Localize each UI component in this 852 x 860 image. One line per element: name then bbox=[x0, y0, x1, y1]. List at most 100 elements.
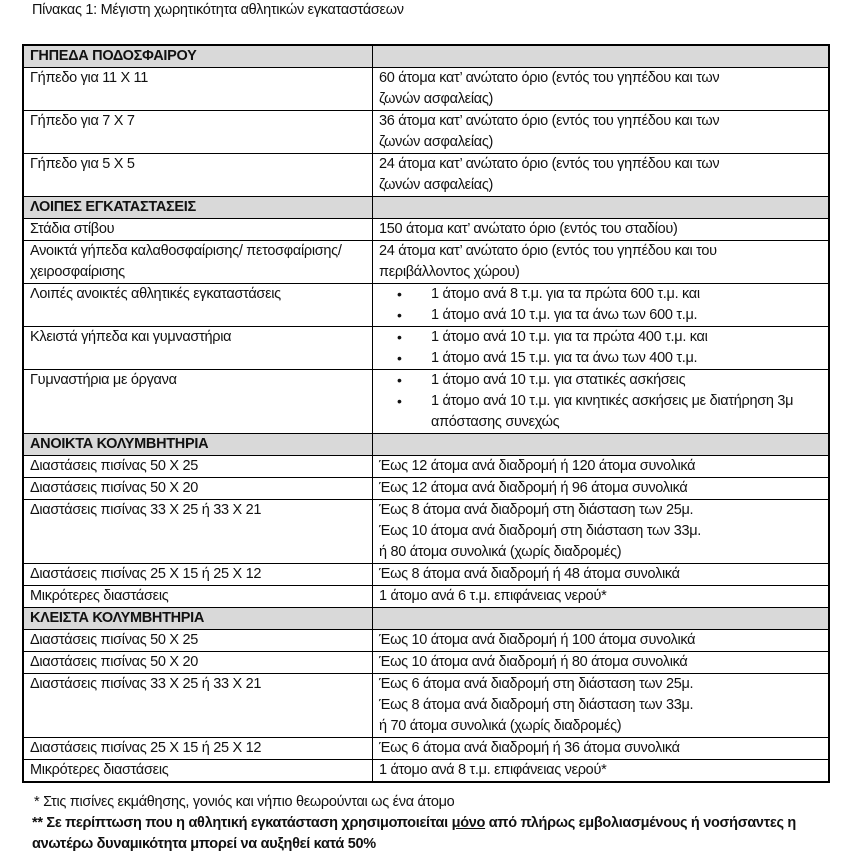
footnote-2-text-end: από πλήρως εμβολιασμένους ή νοσήσαντες η… bbox=[32, 815, 796, 852]
table-row: Διαστάσεις πισίνας 50 Χ 20 Έως 12 άτομα α… bbox=[22, 477, 830, 500]
capacity-cell: 1 άτομο ανά 8 τ.μ. επιφάνειας νερού* bbox=[372, 759, 830, 783]
capacity-cell: 1 άτομο ανά 6 τ.μ. επιφάνειας νερού* bbox=[372, 585, 830, 608]
table-row: Γήπεδο για 7 Χ 7 36 άτομα κατ’ ανώτατο όρ… bbox=[22, 110, 830, 154]
section-empty-cell bbox=[372, 44, 830, 68]
capacity-cell: 24 άτομα κατ’ ανώτατο όριο (εντός του γη… bbox=[372, 153, 830, 197]
capacity-cell: 150 άτομα κατ’ ανώτατο όριο (εντός του σ… bbox=[372, 218, 830, 241]
capacity-bullet-list: 1 άτομο ανά 10 τ.μ. για στατικές ασκήσει… bbox=[379, 370, 828, 433]
facility-cell: Στάδια στίβου bbox=[22, 218, 373, 241]
facility-cell: Διαστάσεις πισίνας 33 Χ 25 ή 33 Χ 21 bbox=[22, 499, 373, 564]
capacity-line: Έως 8 άτομα ανά διαδρομή στη διάσταση τω… bbox=[379, 502, 694, 518]
table-caption: Πίνακας 1: Μέγιστη χωρητικότητα αθλητικώ… bbox=[32, 2, 404, 18]
capacity-bullet: 1 άτομο ανά 10 τ.μ. για κινητικές ασκήσε… bbox=[397, 391, 828, 433]
capacity-cell: 60 άτομα κατ’ ανώτατο όριο (εντός του γη… bbox=[372, 67, 830, 111]
section-title: ΓΗΠΕΔΑ ΠΟΔΟΣΦΑΙΡΟΥ bbox=[22, 44, 373, 68]
capacity-cell: 1 άτομο ανά 10 τ.μ. για τα πρώτα 400 τ.μ… bbox=[372, 326, 830, 370]
facility-cell: Γήπεδο για 7 Χ 7 bbox=[22, 110, 373, 154]
capacity-cell: Έως 6 άτομα ανά διαδρομή στη διάσταση τω… bbox=[372, 673, 830, 738]
facility-cell: Μικρότερες διαστάσεις bbox=[22, 759, 373, 783]
table-row: Μικρότερες διαστάσεις 1 άτομο ανά 6 τ.μ. … bbox=[22, 585, 830, 608]
footnote-2-text: ** Σε περίπτωση που η αθλητική εγκατάστα… bbox=[32, 815, 452, 831]
capacity-line: Έως 12 άτομα ανά διαδρομή ή 96 άτομα συν… bbox=[379, 480, 688, 496]
footnote-2: ** Σε περίπτωση που η αθλητική εγκατάστα… bbox=[32, 813, 849, 855]
section-header-row: ΑΝΟΙΚΤΑ ΚΟΛΥΜΒΗΤΗΡΙΑ bbox=[22, 433, 830, 456]
facility-cell: Διαστάσεις πισίνας 33 Χ 25 ή 33 Χ 21 bbox=[22, 673, 373, 738]
capacity-line: Έως 10 άτομα ανά διαδρομή ή 100 άτομα συ… bbox=[379, 632, 696, 648]
capacity-cell: Έως 10 άτομα ανά διαδρομή ή 80 άτομα συν… bbox=[372, 651, 830, 674]
capacity-bullet: 1 άτομο ανά 10 τ.μ. για στατικές ασκήσει… bbox=[397, 370, 828, 391]
capacity-line: Έως 6 άτομα ανά διαδρομή ή 36 άτομα συνο… bbox=[379, 740, 680, 756]
table-row: Διαστάσεις πισίνας 50 Χ 25 Έως 10 άτομα α… bbox=[22, 629, 830, 652]
capacity-line: ζωνών ασφαλείας) bbox=[379, 91, 494, 107]
capacity-line: 1 άτομο ανά 8 τ.μ. επιφάνειας νερού* bbox=[379, 762, 607, 778]
capacity-cell: 1 άτομο ανά 10 τ.μ. για στατικές ασκήσει… bbox=[372, 369, 830, 434]
table-row: Στάδια στίβου 150 άτομα κατ’ ανώτατο όριο… bbox=[22, 218, 830, 241]
table-row: Διαστάσεις πισίνας 50 Χ 20 Έως 10 άτομα α… bbox=[22, 651, 830, 674]
table-row: Διαστάσεις πισίνας 25 Χ 15 ή 25 Χ 12 Έως … bbox=[22, 737, 830, 760]
facility-cell: Διαστάσεις πισίνας 50 Χ 25 bbox=[22, 455, 373, 478]
capacity-table: ΓΗΠΕΔΑ ΠΟΔΟΣΦΑΙΡΟΥ Γήπεδο για 11 Χ 11 60 ά… bbox=[22, 44, 830, 783]
facility-cell: Γυμναστήρια με όργανα bbox=[22, 369, 373, 434]
facility-cell: Διαστάσεις πισίνας 25 Χ 15 ή 25 Χ 12 bbox=[22, 737, 373, 760]
table-row: Διαστάσεις πισίνας 25 Χ 15 ή 25 Χ 12 Έως … bbox=[22, 563, 830, 586]
capacity-line: ζωνών ασφαλείας) bbox=[379, 134, 494, 150]
capacity-line: Έως 8 άτομα ανά διαδρομή στη διάσταση τω… bbox=[379, 697, 694, 713]
capacity-bullet: 1 άτομο ανά 8 τ.μ. για τα πρώτα 600 τ.μ.… bbox=[397, 284, 828, 305]
facility-cell: Κλειστά γήπεδα και γυμναστήρια bbox=[22, 326, 373, 370]
table-row: Μικρότερες διαστάσεις 1 άτομο ανά 8 τ.μ. … bbox=[22, 759, 830, 783]
facility-cell: Διαστάσεις πισίνας 25 Χ 15 ή 25 Χ 12 bbox=[22, 563, 373, 586]
capacity-cell: Έως 12 άτομα ανά διαδρομή ή 120 άτομα συ… bbox=[372, 455, 830, 478]
facility-cell: Διαστάσεις πισίνας 50 Χ 20 bbox=[22, 477, 373, 500]
footnote-2-emphasis: μόνο bbox=[451, 815, 486, 831]
facility-cell: Γήπεδο για 5 Χ 5 bbox=[22, 153, 373, 197]
capacity-bullet: 1 άτομο ανά 10 τ.μ. για τα άνω των 600 τ… bbox=[397, 305, 828, 326]
capacity-line: 24 άτομα κατ’ ανώτατο όριο (εντός του γη… bbox=[379, 243, 717, 259]
capacity-line: ή 80 άτομα συνολικά (χωρίς διαδρομές) bbox=[379, 544, 622, 560]
capacity-line: ζωνών ασφαλείας) bbox=[379, 177, 494, 193]
capacity-bullet-list: 1 άτομο ανά 10 τ.μ. για τα πρώτα 400 τ.μ… bbox=[379, 327, 828, 369]
capacity-line: Έως 10 άτομα ανά διαδρομή στη διάσταση τ… bbox=[379, 523, 702, 539]
facility-cell: Γήπεδο για 11 Χ 11 bbox=[22, 67, 373, 111]
capacity-line: Έως 12 άτομα ανά διαδρομή ή 120 άτομα συ… bbox=[379, 458, 696, 474]
section-empty-cell bbox=[372, 607, 830, 630]
capacity-cell: Έως 12 άτομα ανά διαδρομή ή 96 άτομα συν… bbox=[372, 477, 830, 500]
capacity-line: Έως 6 άτομα ανά διαδρομή στη διάσταση τω… bbox=[379, 676, 694, 692]
section-header-row: ΛΟΙΠΕΣ ΕΓΚΑΤΑΣΤΑΣΕΙΣ bbox=[22, 196, 830, 219]
capacity-line: Έως 10 άτομα ανά διαδρομή ή 80 άτομα συν… bbox=[379, 654, 688, 670]
section-empty-cell bbox=[372, 196, 830, 219]
capacity-line: 36 άτομα κατ’ ανώτατο όριο (εντός του γη… bbox=[379, 113, 720, 129]
facility-cell: Μικρότερες διαστάσεις bbox=[22, 585, 373, 608]
capacity-cell: Έως 8 άτομα ανά διαδρομή ή 48 άτομα συνο… bbox=[372, 563, 830, 586]
footnote-1: * Στις πισίνες εκμάθησης, γονιός και νήπ… bbox=[34, 794, 455, 810]
capacity-bullet: 1 άτομο ανά 15 τ.μ. για τα άνω των 400 τ… bbox=[397, 348, 828, 369]
capacity-bullet: 1 άτομο ανά 10 τ.μ. για τα πρώτα 400 τ.μ… bbox=[397, 327, 828, 348]
facility-cell: Διαστάσεις πισίνας 50 Χ 20 bbox=[22, 651, 373, 674]
capacity-line: 150 άτομα κατ’ ανώτατο όριο (εντός του σ… bbox=[379, 221, 678, 237]
section-empty-cell bbox=[372, 433, 830, 456]
footnotes: * Στις πισίνες εκμάθησης, γονιός και νήπ… bbox=[32, 792, 849, 855]
table-row: Γήπεδο για 5 Χ 5 24 άτομα κατ’ ανώτατο όρ… bbox=[22, 153, 830, 197]
section-title: ΑΝΟΙΚΤΑ ΚΟΛΥΜΒΗΤΗΡΙΑ bbox=[22, 433, 373, 456]
section-title: ΛΟΙΠΕΣ ΕΓΚΑΤΑΣΤΑΣΕΙΣ bbox=[22, 196, 373, 219]
table-row: Διαστάσεις πισίνας 33 Χ 25 ή 33 Χ 21 Έως … bbox=[22, 673, 830, 738]
section-title: ΚΛΕΙΣΤΑ ΚΟΛΥΜΒΗΤΗΡΙΑ bbox=[22, 607, 373, 630]
capacity-bullet-list: 1 άτομο ανά 8 τ.μ. για τα πρώτα 600 τ.μ.… bbox=[379, 284, 828, 326]
capacity-line: περιβάλλοντος χώρου) bbox=[379, 264, 520, 280]
table-row: Διαστάσεις πισίνας 33 Χ 25 ή 33 Χ 21 Έως … bbox=[22, 499, 830, 564]
capacity-line: 60 άτομα κατ’ ανώτατο όριο (εντός του γη… bbox=[379, 70, 720, 86]
capacity-line: Έως 8 άτομα ανά διαδρομή ή 48 άτομα συνο… bbox=[379, 566, 680, 582]
capacity-cell: Έως 6 άτομα ανά διαδρομή ή 36 άτομα συνο… bbox=[372, 737, 830, 760]
capacity-line: 1 άτομο ανά 6 τ.μ. επιφάνειας νερού* bbox=[379, 588, 607, 604]
table-row: Διαστάσεις πισίνας 50 Χ 25 Έως 12 άτομα α… bbox=[22, 455, 830, 478]
section-header-row: ΓΗΠΕΔΑ ΠΟΔΟΣΦΑΙΡΟΥ bbox=[22, 44, 830, 68]
capacity-cell: 24 άτομα κατ’ ανώτατο όριο (εντός του γη… bbox=[372, 240, 830, 284]
table-row: Γυμναστήρια με όργανα 1 άτομο ανά 10 τ.μ.… bbox=[22, 369, 830, 434]
facility-cell: Διαστάσεις πισίνας 50 Χ 25 bbox=[22, 629, 373, 652]
capacity-line: ή 70 άτομα συνολικά (χωρίς διαδρομές) bbox=[379, 718, 622, 734]
capacity-cell: Έως 10 άτομα ανά διαδρομή ή 100 άτομα συ… bbox=[372, 629, 830, 652]
facility-cell: Λοιπές ανοικτές αθλητικές εγκαταστάσεις bbox=[22, 283, 373, 327]
capacity-line: 24 άτομα κατ’ ανώτατο όριο (εντός του γη… bbox=[379, 156, 720, 172]
capacity-cell: 36 άτομα κατ’ ανώτατο όριο (εντός του γη… bbox=[372, 110, 830, 154]
capacity-cell: Έως 8 άτομα ανά διαδρομή στη διάσταση τω… bbox=[372, 499, 830, 564]
table-row: Κλειστά γήπεδα και γυμναστήρια 1 άτομο αν… bbox=[22, 326, 830, 370]
